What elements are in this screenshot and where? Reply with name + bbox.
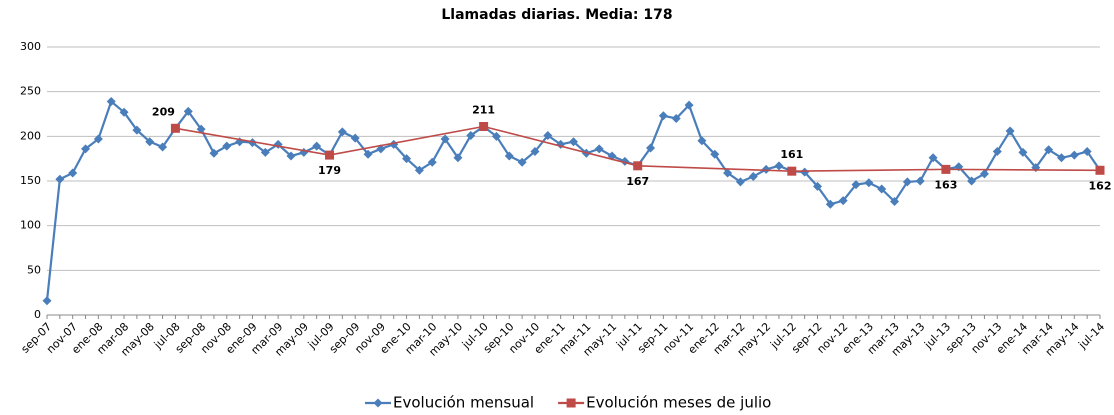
point (633, 161, 643, 171)
point (1056, 153, 1066, 163)
point (1005, 126, 1015, 136)
point (530, 147, 540, 157)
point (1044, 145, 1054, 155)
legend-label: Evolución meses de julio (586, 394, 771, 412)
y-tick-label: 150 (20, 174, 41, 187)
point (1082, 147, 1092, 157)
point (81, 144, 91, 154)
point (697, 136, 707, 146)
point (671, 113, 681, 123)
point (915, 176, 925, 186)
point (119, 107, 129, 117)
point (453, 153, 463, 163)
point (440, 134, 450, 144)
point (402, 154, 412, 164)
point (183, 106, 193, 116)
point (414, 165, 424, 175)
point (491, 131, 501, 141)
point (979, 169, 989, 179)
y-tick-label: 250 (20, 85, 41, 98)
chart-title: Llamadas diarias. Media: 178 (441, 7, 672, 23)
point (337, 127, 347, 137)
data-label: 162 (1089, 179, 1112, 192)
point (68, 168, 78, 178)
point (928, 153, 938, 163)
point (42, 296, 52, 306)
point (748, 172, 758, 182)
data-label: 179 (318, 164, 341, 177)
point (812, 181, 822, 191)
point (466, 130, 476, 140)
data-label: 163 (934, 178, 957, 191)
data-label: 167 (626, 175, 649, 188)
point (196, 124, 206, 134)
point (209, 148, 219, 158)
point (838, 196, 848, 206)
y-tick-label: 300 (20, 40, 41, 53)
point (286, 151, 296, 161)
point (1095, 165, 1105, 175)
point (350, 133, 360, 143)
point (877, 184, 887, 194)
y-tick-label: 200 (20, 129, 41, 142)
data-label: 209 (152, 105, 175, 118)
point (594, 144, 604, 154)
point (723, 168, 733, 178)
point (710, 149, 720, 159)
point (517, 157, 527, 167)
point (55, 174, 65, 184)
point (992, 147, 1002, 157)
point (222, 141, 232, 151)
legend-marker (373, 398, 383, 408)
point (93, 134, 103, 144)
legend-marker (566, 398, 576, 408)
point (427, 157, 437, 167)
point (774, 161, 784, 171)
data-label: 211 (472, 104, 495, 117)
point (106, 96, 116, 106)
point (851, 180, 861, 190)
point (800, 167, 810, 177)
x-tick-label: jul-14 (1075, 320, 1107, 352)
point (145, 137, 155, 147)
data-label: 161 (780, 148, 803, 161)
point (902, 177, 912, 187)
point (941, 164, 951, 174)
point (479, 122, 489, 132)
point (787, 166, 797, 176)
point (132, 125, 142, 135)
point (890, 197, 900, 207)
point (864, 178, 874, 188)
point (260, 147, 270, 157)
y-tick-label: 50 (27, 263, 41, 276)
y-tick-label: 0 (34, 308, 41, 321)
point (504, 151, 514, 161)
point (825, 199, 835, 209)
point (170, 123, 180, 133)
point (1069, 150, 1079, 160)
point (1018, 147, 1028, 157)
point (247, 138, 257, 148)
point (967, 176, 977, 186)
legend-label: Evolución mensual (393, 394, 534, 412)
y-tick-label: 100 (20, 219, 41, 232)
point (158, 142, 168, 152)
point (569, 137, 578, 147)
point (325, 150, 335, 160)
point (299, 147, 309, 157)
point (761, 164, 771, 174)
point (312, 141, 322, 151)
point (543, 130, 553, 140)
point (658, 111, 668, 121)
point (646, 143, 656, 153)
point (735, 177, 745, 187)
point (363, 149, 373, 159)
point (684, 100, 694, 110)
